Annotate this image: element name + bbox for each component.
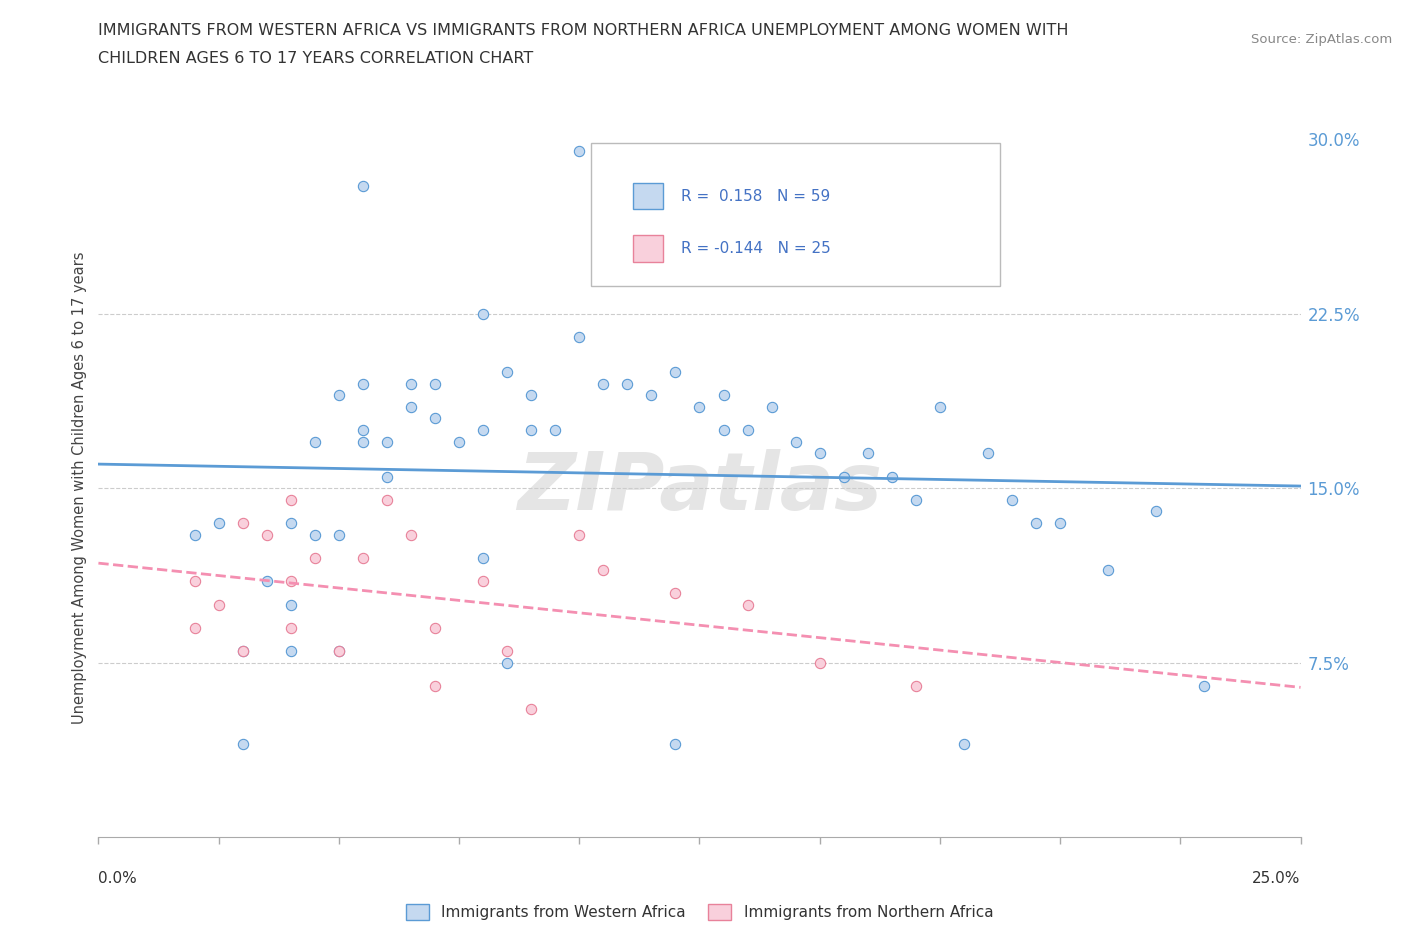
Point bbox=[1049, 515, 1071, 530]
Point bbox=[328, 644, 350, 658]
Point bbox=[472, 422, 495, 438]
Point bbox=[399, 376, 422, 391]
Text: IMMIGRANTS FROM WESTERN AFRICA VS IMMIGRANTS FROM NORTHERN AFRICA UNEMPLOYMENT A: IMMIGRANTS FROM WESTERN AFRICA VS IMMIGR… bbox=[98, 23, 1069, 38]
Point bbox=[256, 527, 278, 542]
Point bbox=[737, 422, 759, 438]
Point bbox=[280, 574, 302, 589]
Point bbox=[808, 655, 831, 670]
Point bbox=[713, 388, 735, 403]
Text: R = -0.144   N = 25: R = -0.144 N = 25 bbox=[682, 241, 831, 256]
Point bbox=[423, 620, 446, 635]
Bar bbox=[633, 183, 664, 209]
Point bbox=[232, 644, 254, 658]
Point bbox=[232, 644, 254, 658]
Point bbox=[713, 422, 735, 438]
Point bbox=[232, 737, 254, 751]
Point bbox=[447, 434, 470, 449]
Y-axis label: Unemployment Among Women with Children Ages 6 to 17 years: Unemployment Among Women with Children A… bbox=[72, 252, 87, 724]
Point bbox=[737, 597, 759, 612]
Point bbox=[520, 422, 543, 438]
Point bbox=[352, 376, 374, 391]
Point bbox=[520, 701, 543, 716]
Text: R =  0.158   N = 59: R = 0.158 N = 59 bbox=[682, 189, 831, 204]
Point bbox=[352, 179, 374, 193]
Point bbox=[664, 586, 686, 601]
Point bbox=[568, 527, 591, 542]
Point bbox=[496, 655, 519, 670]
Legend: Immigrants from Western Africa, Immigrants from Northern Africa: Immigrants from Western Africa, Immigran… bbox=[406, 904, 993, 920]
Bar bbox=[633, 235, 664, 261]
Point bbox=[375, 469, 398, 484]
Point bbox=[1144, 504, 1167, 519]
Point bbox=[785, 434, 807, 449]
Point bbox=[352, 422, 374, 438]
Point bbox=[423, 679, 446, 694]
Point bbox=[328, 388, 350, 403]
Point bbox=[304, 434, 326, 449]
Point bbox=[688, 400, 710, 415]
Point bbox=[472, 307, 495, 322]
Point bbox=[1194, 679, 1216, 694]
Point bbox=[304, 551, 326, 565]
Point bbox=[664, 365, 686, 379]
Point bbox=[232, 515, 254, 530]
Point bbox=[183, 620, 205, 635]
Point bbox=[520, 388, 543, 403]
Point bbox=[328, 527, 350, 542]
Point bbox=[592, 562, 614, 577]
Point bbox=[183, 574, 205, 589]
Point bbox=[928, 400, 950, 415]
Text: 25.0%: 25.0% bbox=[1253, 871, 1301, 886]
Point bbox=[280, 644, 302, 658]
Point bbox=[640, 388, 662, 403]
Point bbox=[423, 376, 446, 391]
Point bbox=[328, 644, 350, 658]
Point bbox=[592, 376, 614, 391]
Point bbox=[977, 445, 1000, 460]
Point bbox=[280, 515, 302, 530]
Point bbox=[616, 376, 638, 391]
Point bbox=[352, 551, 374, 565]
Point bbox=[808, 445, 831, 460]
Point bbox=[304, 527, 326, 542]
Point bbox=[568, 330, 591, 345]
Point bbox=[423, 411, 446, 426]
Point bbox=[472, 551, 495, 565]
Text: 0.0%: 0.0% bbox=[98, 871, 138, 886]
Point bbox=[208, 597, 231, 612]
Point bbox=[1001, 493, 1024, 508]
Point bbox=[472, 574, 495, 589]
FancyBboxPatch shape bbox=[592, 143, 1000, 286]
Point bbox=[880, 469, 903, 484]
Point bbox=[280, 493, 302, 508]
Point bbox=[496, 365, 519, 379]
Point bbox=[208, 515, 231, 530]
Point bbox=[664, 737, 686, 751]
Point bbox=[856, 445, 879, 460]
Point bbox=[544, 422, 567, 438]
Text: ZIPatlas: ZIPatlas bbox=[517, 449, 882, 527]
Point bbox=[280, 597, 302, 612]
Text: CHILDREN AGES 6 TO 17 YEARS CORRELATION CHART: CHILDREN AGES 6 TO 17 YEARS CORRELATION … bbox=[98, 51, 534, 66]
Point bbox=[568, 144, 591, 159]
Point bbox=[761, 400, 783, 415]
Point bbox=[399, 400, 422, 415]
Point bbox=[352, 434, 374, 449]
Point bbox=[953, 737, 976, 751]
Point bbox=[904, 493, 927, 508]
Point bbox=[496, 644, 519, 658]
Point bbox=[183, 527, 205, 542]
Point bbox=[832, 469, 855, 484]
Text: Source: ZipAtlas.com: Source: ZipAtlas.com bbox=[1251, 33, 1392, 46]
Point bbox=[280, 620, 302, 635]
Point bbox=[399, 527, 422, 542]
Point bbox=[1025, 515, 1047, 530]
Point bbox=[256, 574, 278, 589]
Point bbox=[375, 434, 398, 449]
Point bbox=[1097, 562, 1119, 577]
Point bbox=[375, 493, 398, 508]
Point bbox=[904, 679, 927, 694]
